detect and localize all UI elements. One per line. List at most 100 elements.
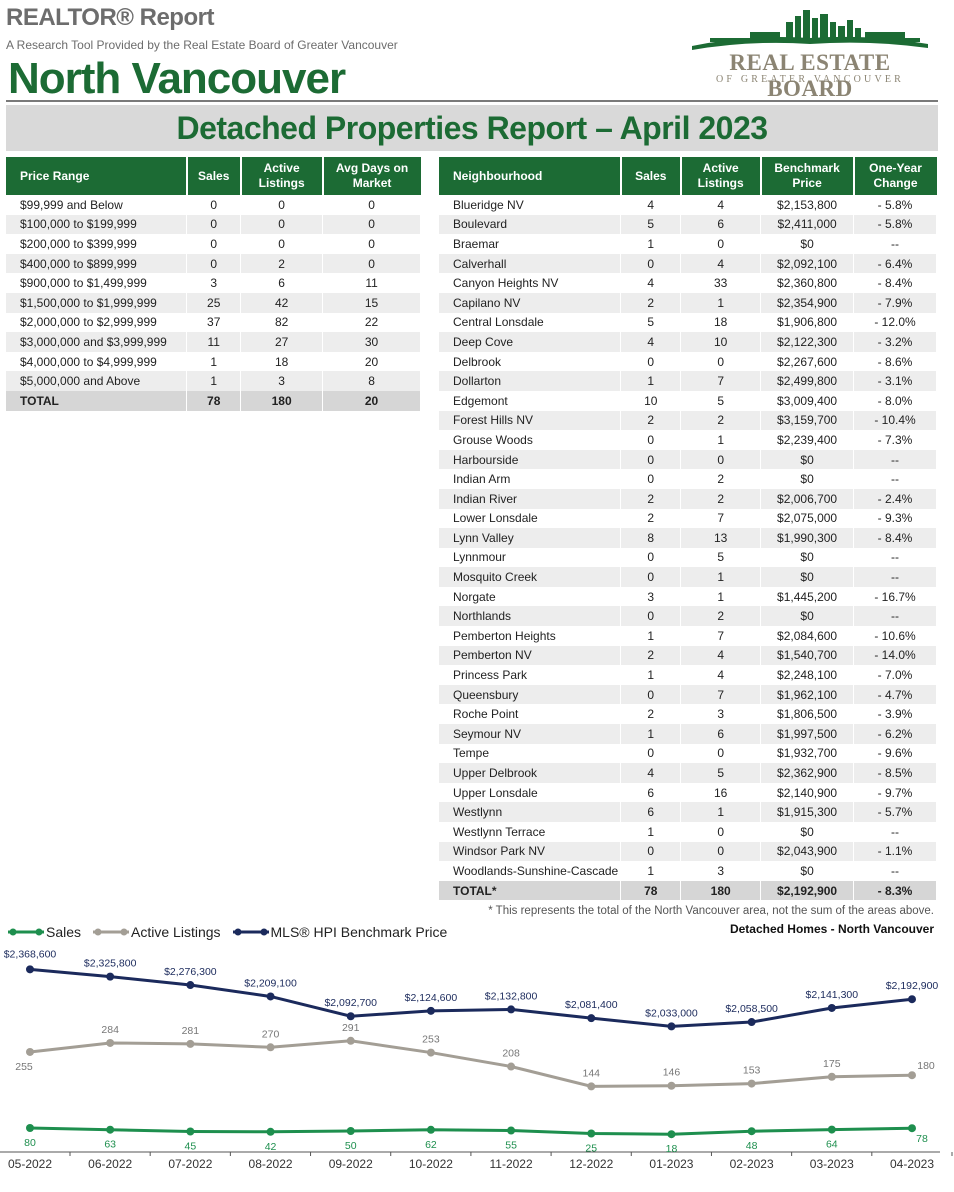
- neighbourhood-row: Deep Cove 4 10 $2,122,300- 3.2%: [439, 332, 937, 352]
- neighbourhood-row: Grouse Woods 0 1 $2,239,400- 7.3%: [439, 430, 937, 450]
- area-title: North Vancouver: [8, 54, 346, 103]
- data-point: [426, 1048, 435, 1057]
- table-cell: 0: [620, 567, 682, 587]
- data-point: [186, 1127, 195, 1136]
- table-cell: 0: [322, 195, 421, 215]
- table-cell: 7: [680, 626, 762, 646]
- legend-line-icon: [232, 928, 269, 936]
- table-cell: --: [853, 567, 937, 587]
- data-point: [827, 1003, 836, 1012]
- table-cell: - 5.7%: [853, 802, 937, 822]
- table-cell: 0: [620, 253, 682, 274]
- data-point: [186, 981, 195, 990]
- table-cell: 6: [680, 214, 762, 235]
- table-cell: 22: [322, 312, 421, 333]
- data-point: [587, 1014, 596, 1023]
- legend-item: Sales: [8, 924, 81, 940]
- column-header: Avg Days on Market: [322, 157, 421, 195]
- table-cell: 4: [680, 195, 762, 215]
- table-cell: 3: [620, 586, 682, 607]
- table-cell: Upper Delbrook: [439, 763, 622, 783]
- table-cell: $1,500,000 to $1,999,999: [6, 292, 188, 313]
- table-cell: 0: [680, 743, 762, 764]
- total-row: TOTAL 78 180 20: [6, 390, 421, 411]
- table-cell: 0: [620, 430, 682, 450]
- table-cell: 0: [186, 253, 242, 274]
- neighbourhood-row: Queensbury 0 7 $1,962,100- 4.7%: [439, 684, 937, 705]
- table-cell: 3: [240, 371, 324, 391]
- table-cell: - 8.4%: [853, 273, 937, 293]
- table-cell: Princess Park: [439, 665, 622, 685]
- table-cell: 1: [620, 626, 682, 646]
- table-cell: 180: [680, 880, 762, 901]
- table-cell: 2: [620, 292, 682, 313]
- neighbourhood-row: Tempe 0 0 $1,932,700- 9.6%: [439, 743, 937, 764]
- data-point: [507, 1005, 516, 1014]
- table-cell: $1,906,800: [760, 312, 855, 333]
- neighbourhood-row: Northlands 0 2 $0 --: [439, 606, 937, 627]
- table-cell: Harbourside: [439, 449, 622, 470]
- neighbourhood-row: Delbrook 0 0 $2,267,600- 8.6%: [439, 351, 937, 372]
- table-cell: 0: [322, 253, 421, 274]
- table-cell: Lynnmour: [439, 547, 622, 568]
- data-label: $2,209,100: [244, 977, 297, 989]
- table-cell: $2,043,900: [760, 841, 855, 862]
- data-label: 62: [425, 1139, 437, 1151]
- table-cell: Woodlands-Sunshine-Cascade: [439, 861, 622, 881]
- x-tick-label: 12-2022: [569, 1157, 613, 1171]
- data-point: [106, 1125, 115, 1134]
- table-cell: 0: [680, 822, 762, 842]
- table-cell: $0: [760, 449, 855, 470]
- data-label: 175: [823, 1058, 841, 1070]
- legend-line-icon: [93, 928, 130, 936]
- data-label: 153: [743, 1065, 761, 1077]
- table-cell: - 8.4%: [853, 528, 937, 548]
- table-footnote: * This represents the total of the North…: [488, 905, 934, 917]
- data-point: [266, 1043, 275, 1052]
- series-line: [29, 1039, 913, 1088]
- data-point: [667, 1130, 676, 1139]
- table-cell: 27: [240, 332, 324, 352]
- table-cell: 18: [680, 312, 762, 333]
- table-cell: 0: [680, 841, 762, 862]
- price-range-row: $100,000 to $199,999 0 0 0: [6, 214, 421, 235]
- table-cell: --: [853, 469, 937, 489]
- table-cell: - 7.9%: [853, 292, 937, 313]
- table-cell: $2,239,400: [760, 430, 855, 450]
- table-cell: 10: [620, 390, 682, 411]
- data-point: [667, 1022, 676, 1031]
- table-cell: 6: [620, 782, 682, 803]
- table-cell: $1,540,700: [760, 645, 855, 666]
- data-point: [507, 1062, 516, 1071]
- table-cell: $2,092,100: [760, 253, 855, 274]
- table-cell: 0: [620, 547, 682, 568]
- table-cell: $0: [760, 861, 855, 881]
- neighbourhood-row: Windsor Park NV 0 0 $2,043,900- 1.1%: [439, 841, 937, 862]
- data-point: [587, 1082, 596, 1091]
- table-cell: - 8.0%: [853, 390, 937, 411]
- table-cell: 6: [240, 273, 324, 293]
- table-cell: 6: [620, 802, 682, 822]
- neighbourhood-row: Pemberton NV 2 4 $1,540,700- 14.0%: [439, 645, 937, 666]
- table-cell: $0: [760, 547, 855, 568]
- total-row: TOTAL* 78 180 $2,192,900- 8.3%: [439, 880, 937, 901]
- table-cell: 0: [240, 195, 324, 215]
- table-cell: $2,499,800: [760, 371, 855, 391]
- data-label: 78: [916, 1133, 928, 1145]
- series-line: [29, 967, 913, 1028]
- x-tick-label: 02-2023: [730, 1157, 774, 1171]
- x-tick-label: 04-2023: [890, 1157, 934, 1171]
- table-cell: Canyon Heights NV: [439, 273, 622, 293]
- table-cell: $1,962,100: [760, 684, 855, 705]
- data-label: 144: [583, 1067, 601, 1079]
- neighbourhood-row: Boulevard 5 6 $2,411,000- 5.8%: [439, 214, 937, 235]
- price-range-row: $2,000,000 to $2,999,999 37 82 22: [6, 312, 421, 333]
- table-cell: 0: [620, 606, 682, 627]
- table-cell: 20: [322, 351, 421, 372]
- table-cell: $99,999 and Below: [6, 195, 188, 215]
- table-cell: 15: [322, 292, 421, 313]
- table-cell: 6: [680, 724, 762, 744]
- legend-label: Sales: [46, 924, 82, 940]
- legend-item: Active Listings: [93, 924, 221, 940]
- table-cell: Deep Cove: [439, 332, 622, 352]
